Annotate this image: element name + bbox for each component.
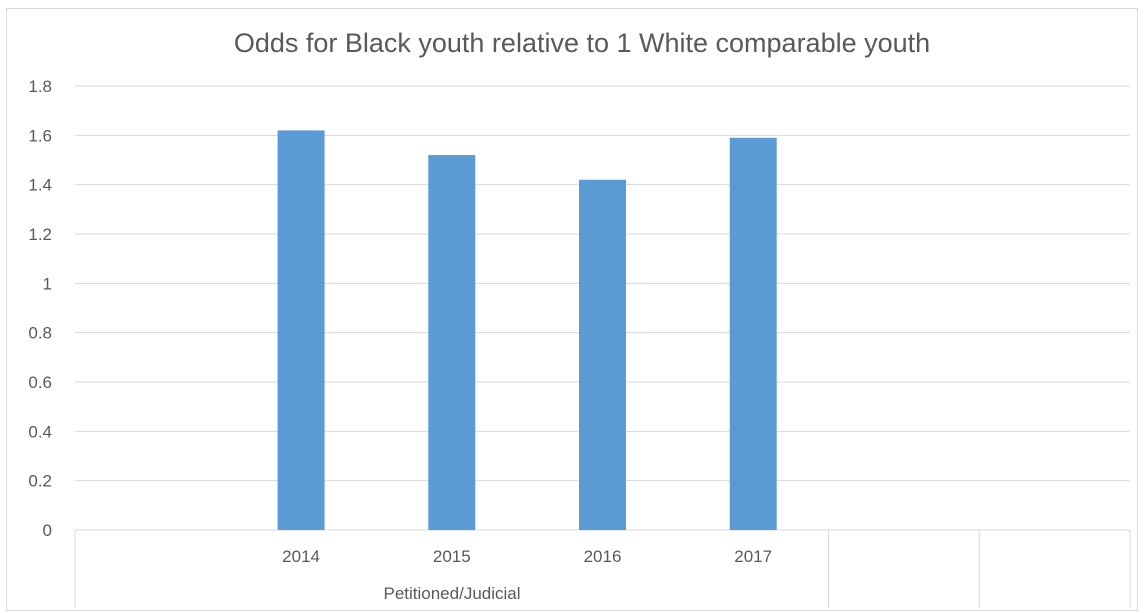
x-axis: 2014 2015 2016 2017 [74,530,1131,608]
x-category-label: 2015 [433,547,471,566]
gridlines [75,85,1130,531]
y-tick-label: 1.8 [28,77,52,96]
x-category-label: 2016 [584,547,622,566]
y-tick-label: 0 [43,521,52,540]
y-tick-label: 0.4 [28,422,52,441]
bar-2017 [729,137,777,531]
bar-2014 [277,130,325,530]
bar-2016 [579,179,626,530]
bars [277,130,777,531]
y-tick-label: 1 [43,274,52,293]
bar-2015 [428,155,476,531]
y-tick-label: 1.6 [28,126,52,145]
y-tick-label: 0.8 [28,324,52,343]
chart-title: Odds for Black youth relative to 1 White… [234,28,930,58]
x-category-label: 2014 [282,547,320,566]
y-tick-label: 1.4 [28,176,52,195]
y-tick-label: 0.6 [28,373,52,392]
x-category-label: 2017 [734,547,772,566]
x-group-label: Petitioned/Judicial [383,584,520,603]
y-tick-label: 1.2 [28,225,52,244]
y-tick-label: 0.2 [28,472,52,491]
chart-frame [6,8,1138,611]
y-axis-ticks: 0 0.2 0.4 0.6 0.8 1 1.2 1.4 1.6 1.8 [28,77,52,540]
